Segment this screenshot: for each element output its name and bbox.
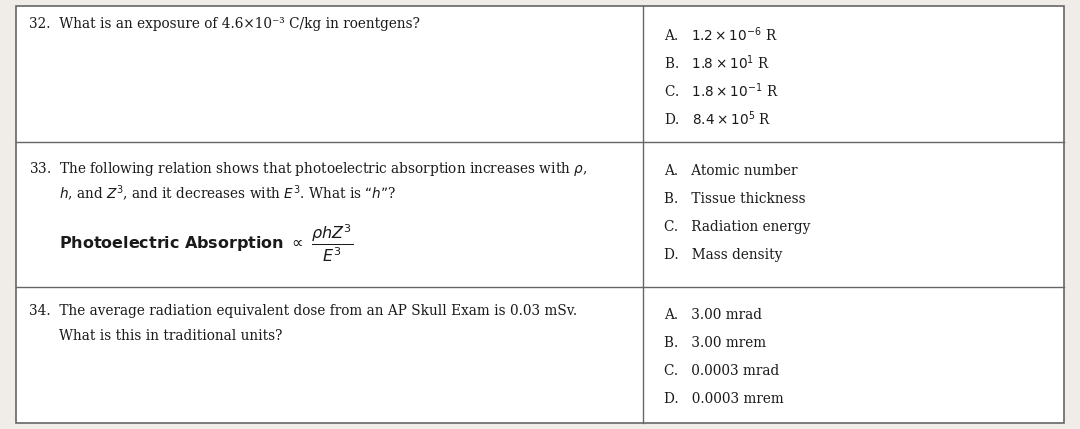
Text: $\mathbf{Photoelectric\ Absorption}\ \propto\ \dfrac{\rho h Z^3}{E^3}$: $\mathbf{Photoelectric\ Absorption}\ \pr…	[59, 223, 354, 264]
Text: D.   Mass density: D. Mass density	[664, 248, 783, 262]
Text: A.   Atomic number: A. Atomic number	[664, 164, 798, 178]
Text: $h$, and $Z^3$, and it decreases with $E^3$. What is “$h$”?: $h$, and $Z^3$, and it decreases with $E…	[59, 184, 396, 205]
Text: A.   3.00 mrad: A. 3.00 mrad	[664, 308, 762, 322]
Text: 34.  The average radiation equivalent dose from an AP Skull Exam is 0.03 mSv.: 34. The average radiation equivalent dos…	[29, 304, 578, 318]
Text: D.   0.0003 mrem: D. 0.0003 mrem	[664, 392, 784, 406]
Text: C.   Radiation energy: C. Radiation energy	[664, 220, 811, 234]
Text: C.   0.0003 mrad: C. 0.0003 mrad	[664, 364, 780, 378]
Text: 32.  What is an exposure of 4.6×10⁻³ C/kg in roentgens?: 32. What is an exposure of 4.6×10⁻³ C/kg…	[29, 17, 420, 31]
FancyBboxPatch shape	[16, 6, 1064, 423]
Text: 33.  The following relation shows that photoelectric absorption increases with $: 33. The following relation shows that ph…	[29, 160, 588, 178]
Text: A.   $1.2\times10^{-6}$ R: A. $1.2\times10^{-6}$ R	[664, 26, 778, 44]
Text: B.   $1.8\times10^{1}$ R: B. $1.8\times10^{1}$ R	[664, 54, 770, 72]
Text: C.   $1.8\times10^{-1}$ R: C. $1.8\times10^{-1}$ R	[664, 82, 779, 100]
Text: B.   Tissue thickness: B. Tissue thickness	[664, 192, 806, 206]
Text: D.   $8.4\times10^{5}$ R: D. $8.4\times10^{5}$ R	[664, 109, 771, 128]
Text: B.   3.00 mrem: B. 3.00 mrem	[664, 336, 767, 350]
Text: What is this in traditional units?: What is this in traditional units?	[59, 329, 283, 343]
